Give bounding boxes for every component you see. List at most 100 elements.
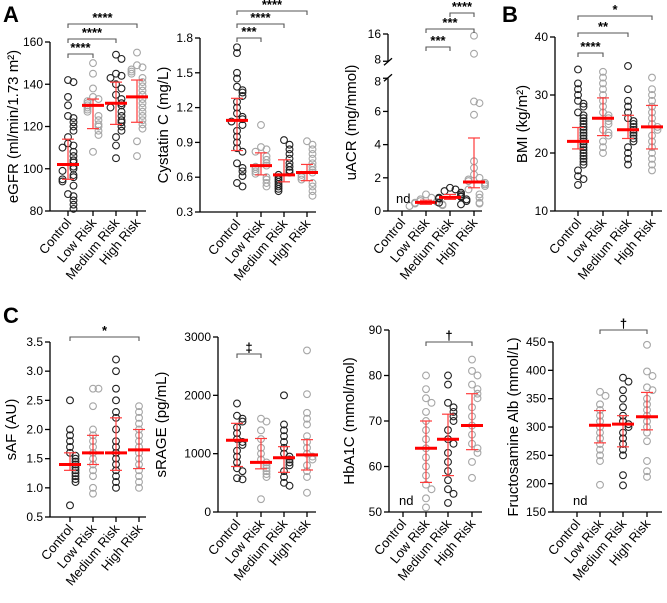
data-point xyxy=(648,96,656,105)
data-point xyxy=(138,78,147,87)
y-tick-label: 80 xyxy=(369,369,383,383)
y-tick-label: 20 xyxy=(535,146,549,160)
data-point xyxy=(238,167,247,176)
y-tick-label: 8 xyxy=(374,52,381,66)
data-point xyxy=(601,391,610,400)
data-point xyxy=(579,175,588,184)
data-point xyxy=(579,149,588,157)
data-point xyxy=(468,367,476,375)
y-tick-label: 0.5 xyxy=(26,510,43,524)
data-point xyxy=(238,414,247,423)
data-point xyxy=(69,171,78,180)
data-point xyxy=(117,122,126,131)
data-point xyxy=(308,182,317,191)
data-point xyxy=(238,417,247,426)
data-point xyxy=(71,478,80,486)
data-point xyxy=(624,143,632,152)
data-point xyxy=(596,480,604,489)
significance-bracket xyxy=(577,32,629,37)
data-point xyxy=(233,159,241,168)
data-point xyxy=(444,380,452,389)
data-point xyxy=(599,67,607,76)
data-point xyxy=(435,198,443,207)
data-point xyxy=(238,86,247,95)
data-point xyxy=(251,169,260,178)
significance-bracket xyxy=(69,336,140,341)
data-point xyxy=(303,137,311,146)
significance-label: *** xyxy=(241,24,257,39)
data-point xyxy=(427,398,436,407)
data-point xyxy=(280,136,288,145)
data-point xyxy=(422,407,430,416)
y-axis-label: sAF (AU) xyxy=(3,399,20,461)
data-point xyxy=(308,162,317,171)
significance-label: † xyxy=(620,316,627,331)
data-point xyxy=(112,396,120,405)
data-point xyxy=(89,489,97,498)
data-point xyxy=(574,91,582,99)
data-point xyxy=(117,107,126,116)
data-point xyxy=(64,101,72,110)
data-point xyxy=(427,485,436,494)
data-point xyxy=(64,76,72,84)
data-point xyxy=(280,432,288,441)
significance-label: * xyxy=(102,323,108,338)
data-point xyxy=(422,503,430,512)
data-point xyxy=(233,68,241,77)
data-point xyxy=(262,473,271,481)
data-point xyxy=(64,111,72,120)
data-point xyxy=(112,478,120,486)
data-point xyxy=(69,181,78,190)
data-point xyxy=(475,190,484,199)
data-point xyxy=(619,386,627,395)
y-tick-label: 0 xyxy=(204,505,211,519)
data-point xyxy=(475,99,484,108)
y-tick-label: 250 xyxy=(526,448,546,462)
data-point xyxy=(127,65,136,74)
significance-bracket xyxy=(425,46,451,51)
data-point xyxy=(69,122,78,131)
data-point xyxy=(470,97,478,106)
data-point xyxy=(604,120,613,128)
data-point xyxy=(308,145,317,154)
data-point xyxy=(238,92,247,100)
data-point xyxy=(58,143,67,152)
data-point xyxy=(405,202,414,210)
data-point xyxy=(274,187,283,196)
data-point xyxy=(624,62,632,70)
data-point xyxy=(138,124,147,133)
data-point xyxy=(138,63,147,72)
y-tick-label: 2000 xyxy=(184,388,211,402)
data-point xyxy=(66,425,74,434)
data-point xyxy=(66,437,74,446)
y-tick-label: 80 xyxy=(30,204,44,218)
data-point xyxy=(112,154,120,163)
data-point xyxy=(308,179,317,187)
data-point xyxy=(449,439,458,448)
y-axis-label: Fructosamine Alb (mmol/L) xyxy=(505,337,522,516)
y-tick-label: 1.2 xyxy=(176,101,193,115)
y-tick-label: 60 xyxy=(369,460,383,474)
data-point xyxy=(579,146,588,155)
data-point xyxy=(69,173,78,182)
y-tick-label: 3000 xyxy=(184,330,211,344)
panel-fructosamine: 150 200 250 300 350 400 450 Fructosamine Alb (m… xyxy=(505,316,662,583)
data-point xyxy=(233,474,241,483)
data-point xyxy=(112,384,120,393)
data-point xyxy=(648,73,656,82)
data-point xyxy=(579,102,588,111)
y-tick-label: 16 xyxy=(368,27,382,41)
significance-label: * xyxy=(612,2,618,17)
data-point xyxy=(619,373,627,382)
data-point xyxy=(303,408,311,417)
data-point xyxy=(297,175,306,184)
data-point xyxy=(308,140,317,149)
data-point xyxy=(457,200,465,209)
y-tick-label: 0.3 xyxy=(176,205,193,219)
data-point xyxy=(233,74,241,83)
panel-letter-c: C xyxy=(3,303,19,328)
data-point xyxy=(280,473,288,481)
data-point xyxy=(449,417,458,425)
data-point xyxy=(303,420,311,429)
